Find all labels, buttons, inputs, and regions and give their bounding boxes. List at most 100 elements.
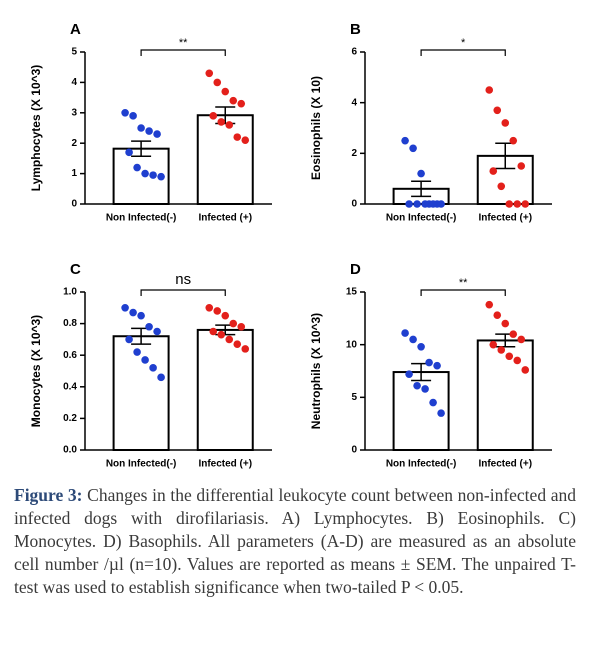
y-tick-label: 0.2 [63,413,77,424]
data-point [509,136,518,145]
data-point [125,335,133,344]
y-tick-label: 0.4 [63,381,77,392]
data-point [433,361,441,370]
y-tick-label: 0.8 [63,318,77,329]
significance-bracket [420,49,506,56]
data-point [157,373,165,382]
panel-label: C [70,261,81,278]
bar [112,335,170,451]
x-tick-label: Infected (+) [478,213,532,224]
data-point [417,169,425,178]
data-point [413,200,421,208]
x-tick-label: Infected (+) [198,459,252,470]
data-point [141,169,149,178]
data-point [153,130,161,138]
x-tick-label: Non Infected(-) [386,459,457,470]
data-point [429,200,437,208]
data-point [405,370,413,378]
data-point [417,342,425,351]
significance-bracket [140,49,226,56]
data-point [209,112,218,120]
data-point [509,330,518,338]
data-point [485,300,494,309]
data-point [429,398,437,407]
data-point [221,87,230,96]
data-point [229,96,238,105]
y-tick-label: 0.0 [63,445,77,456]
y-tick-label: 6 [351,47,357,58]
data-point [489,340,498,349]
data-point [513,200,522,208]
y-tick-label: 0 [71,199,77,210]
data-point [401,136,409,145]
x-tick-label: Non Infected(-) [386,213,457,224]
data-point [137,124,145,132]
caption-text: Changes in the differential leukocyte co… [14,485,576,597]
data-point [225,335,234,344]
x-tick-label: Non Infected(-) [106,213,177,224]
data-point [225,121,234,129]
significance-label: * [461,37,466,49]
data-point [237,322,246,331]
data-point [489,167,498,175]
data-point [133,348,141,356]
data-point [517,335,526,344]
data-point [505,200,514,208]
y-tick-label: 1 [71,168,77,179]
data-point [501,119,510,127]
data-point [125,148,133,157]
y-tick-label: 4 [351,97,357,108]
data-point [501,319,510,328]
data-point [121,109,129,117]
data-point [149,364,157,372]
data-point [425,358,433,367]
y-axis-label: Eosinophils (X 10) [309,76,323,180]
data-point [129,308,137,317]
y-tick-label: 0 [351,199,357,210]
data-point [493,106,502,115]
figure: A Lymphocytes (X 10^3) 0 1 2 3 4 5 Non Infected(… [29,21,552,470]
data-point [145,127,153,135]
data-point [209,327,218,336]
data-point [133,163,141,172]
y-axis-label: Neutrophils (X 10^3) [309,313,323,429]
data-point [213,307,222,315]
y-tick-label: 10 [346,339,358,350]
data-point [145,322,153,331]
data-point [121,304,129,312]
data-point [421,200,429,208]
panel-label: B [350,21,361,38]
y-tick-label: 1.0 [63,287,77,298]
y-tick-label: 4 [71,77,77,88]
data-point [149,171,157,179]
data-point [229,319,238,328]
data-point [157,172,165,181]
data-point [485,86,494,94]
data-point [497,346,506,354]
data-point [205,69,214,78]
data-point [233,133,242,141]
data-point [409,144,417,153]
y-axis-label: Lymphocytes (X 10^3) [29,65,43,192]
data-point [405,200,413,208]
data-point [217,118,226,126]
significance-label: ** [179,37,188,49]
data-point [129,112,137,120]
significance-label: ns [175,271,191,288]
data-point [505,352,514,361]
x-tick-label: Infected (+) [198,213,252,224]
significance-label: ** [459,277,468,289]
data-point [237,99,246,108]
panel-label: D [350,261,361,278]
significance-bracket [140,289,226,296]
y-tick-label: 0.6 [63,350,77,361]
data-point [497,182,506,191]
y-tick-label: 2 [351,148,357,159]
data-point [437,409,445,417]
caption: Figure 3: Changes in the differential le… [14,484,576,599]
x-tick-label: Non Infected(-) [106,459,177,470]
data-point [233,340,242,348]
data-point [521,200,530,208]
data-point [241,136,250,144]
